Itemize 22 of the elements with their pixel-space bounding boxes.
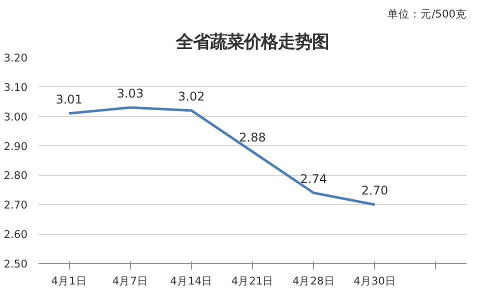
y-tick-label: 2.50 [4, 258, 28, 270]
chart-title: 全省蔬菜价格走势图 [175, 32, 329, 52]
y-tick-label: 2.70 [4, 198, 28, 212]
y-tick-label: 3.20 [4, 52, 28, 64]
data-label: 2.88 [239, 130, 266, 145]
y-tick-label: 3.10 [4, 80, 28, 94]
x-tick-label: 4月28日 [292, 274, 335, 288]
x-tick-label: 4月14日 [170, 274, 213, 288]
data-label: 3.02 [178, 89, 205, 104]
data-label: 2.74 [300, 172, 327, 186]
x-tick-label: 4月7日 [112, 274, 148, 288]
y-tick-label: 2.80 [4, 169, 28, 182]
data-label: 3.01 [56, 92, 82, 106]
text: 单位：元/500克 [388, 8, 467, 20]
y-tick-label: 2.90 [4, 140, 28, 153]
x-tick-label: 4月30日 [354, 274, 396, 288]
x-tick-label: 4月21日 [231, 274, 274, 288]
data-label: 3.03 [116, 86, 144, 101]
y-tick-label: 2.60 [4, 228, 28, 242]
data-label: 2.70 [361, 184, 388, 198]
y-tick-label: 3.00 [4, 110, 28, 124]
x-tick-label: 4月1日 [51, 274, 87, 288]
